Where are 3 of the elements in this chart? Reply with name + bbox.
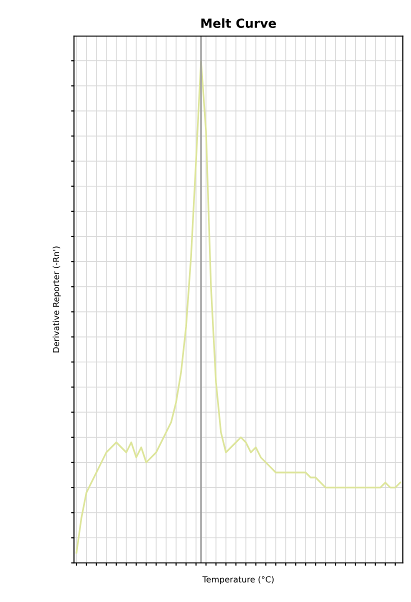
y-axis-title: Derivative Reporter (-Rn') (52, 246, 61, 352)
chart-title: Melt Curve (201, 18, 276, 28)
x-axis-title: Temperature (°C) (202, 576, 274, 584)
